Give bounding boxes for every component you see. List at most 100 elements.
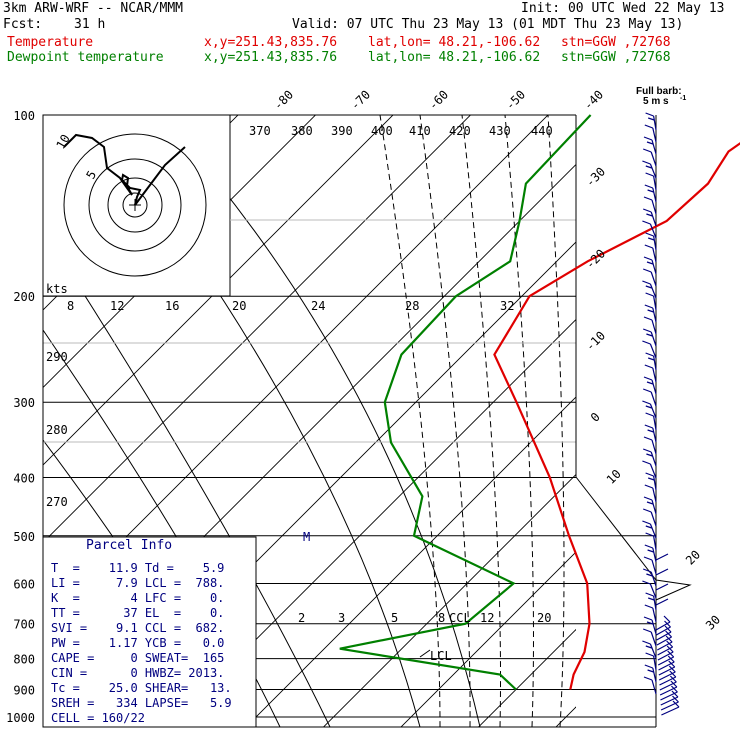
init-time: Init: 00 UTC Wed 22 May 13 — [521, 1, 725, 16]
m-marker: M — [303, 530, 310, 544]
wind-barb — [643, 316, 657, 335]
wind-barb — [642, 160, 657, 179]
wind-barb — [642, 328, 657, 347]
wind-barb — [644, 664, 657, 683]
parcel-info-row: TT = 37 EL = 0. — [51, 606, 225, 620]
wind-barb — [645, 352, 657, 371]
isotherm-line — [322, 473, 576, 727]
model-title: 3km ARW-WRF -- NCAR/MMM — [3, 1, 184, 16]
fcst-value: 31 h — [74, 17, 106, 32]
temperature-latlon: lat,lon= 48.21,-106.62 — [368, 35, 541, 50]
parcel-info-row: PW = 1.17 YCB = 0.0 — [51, 636, 225, 650]
parcel-info-row: K = 4 LFC = 0. — [51, 591, 225, 605]
pressure-label: 400 — [13, 471, 35, 485]
hodograph-ring — [63, 133, 207, 277]
wind-barb — [642, 340, 657, 359]
pressure-label: 600 — [13, 577, 35, 591]
isotherm-line — [43, 115, 472, 544]
wind-barb — [645, 172, 657, 191]
wind-barb — [644, 124, 657, 143]
wind-barb — [642, 460, 657, 479]
parcel-info-row: LI = 7.9 LCL = 788. — [51, 576, 225, 590]
wind-barb — [643, 136, 657, 155]
hodograph-ring-label: 10 — [53, 132, 72, 152]
hodograph: 5 10 kts — [42, 114, 231, 297]
isotherm-label: -40 — [581, 87, 606, 112]
wind-barb — [643, 556, 657, 575]
pressure-labels: 100 200 300 400 500 600 700 800 900 1000 — [6, 109, 35, 725]
wind-barb — [642, 568, 657, 587]
wind-barb — [655, 553, 669, 561]
theta-e-label: 390 — [331, 124, 353, 138]
isotherm-label: -70 — [348, 87, 373, 112]
mixing-ratio-label: 32 — [500, 299, 514, 313]
wind-barb — [655, 583, 669, 591]
wind-barb — [642, 268, 657, 287]
wind-barb — [645, 652, 657, 671]
parcel-info-title: Parcel Info — [86, 538, 173, 553]
mixing-ratio-label: 5 — [391, 611, 398, 625]
wind-barb — [642, 508, 657, 527]
wind-barb — [642, 208, 657, 227]
isotherm-label: -50 — [503, 87, 528, 112]
wind-barb — [642, 580, 657, 599]
wind-barb — [643, 676, 657, 695]
isotherm-label: -10 — [583, 328, 608, 353]
adiabat-labels: 290 280 270 — [46, 350, 68, 509]
wind-barb — [644, 184, 657, 203]
mixing-ratio-lines — [379, 115, 565, 727]
mixing-ratio-label: 12 — [110, 299, 124, 313]
pressure-label: 300 — [13, 396, 35, 410]
pressure-label: 1000 — [6, 711, 35, 725]
temperature-legend: Temperature — [7, 35, 94, 50]
parcel-info-row: CAPE = 0 SWEAT= 165 — [51, 651, 225, 665]
parcel-info: Parcel Info T = 11.9 Td = 5.9 LI = 7.9 L… — [43, 537, 256, 727]
isotherm-line — [43, 115, 317, 389]
theta-e-label: 410 — [409, 124, 431, 138]
hodograph-trace — [134, 146, 186, 206]
hodograph-ring — [88, 158, 182, 252]
theta-e-label: 440 — [531, 124, 553, 138]
ccl-marker: CCL — [449, 611, 471, 625]
wind-barb — [642, 220, 657, 239]
isotherm-line — [43, 115, 394, 466]
pressure-label: 800 — [13, 653, 35, 667]
fcst-label: Fcst: — [3, 17, 43, 32]
isotherm-label: 30 — [703, 612, 723, 632]
mixing-ratio-label: 3 — [338, 611, 345, 625]
pressure-label: 200 — [13, 290, 35, 304]
lcl-tick — [419, 649, 431, 658]
mixing-ratio-label: 2 — [298, 611, 305, 625]
temperature-trace — [493, 142, 740, 690]
parcel-info-row: CIN = 0 HWBZ= 2013. — [51, 666, 225, 680]
parcel-info-row: T = 11.9 Td = 5.9 — [51, 561, 225, 575]
isotherm-label: 10 — [604, 467, 624, 487]
wind-barb — [642, 148, 657, 167]
dewpoint-station: stn=GGW ,72768 — [561, 50, 671, 65]
wind-barb — [642, 628, 657, 647]
mixing-ratio-label: 24 — [311, 299, 325, 313]
temperature-station: stn=GGW ,72768 — [561, 35, 671, 50]
wind-barb — [645, 112, 657, 131]
minor-pressure-lines — [43, 219, 576, 443]
wind-barb — [655, 568, 669, 576]
pressure-label: 100 — [13, 109, 35, 123]
wind-legend: Full barb: 5 m s -1 — [636, 86, 686, 107]
theta-e-label: 380 — [291, 124, 313, 138]
hodograph-ring — [107, 177, 163, 233]
theta-e-label: 420 — [449, 124, 471, 138]
hodograph-ring — [122, 192, 148, 218]
sounding-annotations: CCL LCL M — [303, 530, 471, 663]
dewpoint-latlon: lat,lon= 48.21,-106.62 — [368, 50, 541, 65]
wind-barb — [642, 400, 657, 419]
pressure-label: 500 — [13, 530, 35, 544]
wind-barb — [643, 376, 657, 395]
theta-e-label: 370 — [249, 124, 271, 138]
wind-barb — [644, 604, 657, 623]
isotherm-line — [245, 396, 576, 727]
mixing-ratio-label: 28 — [405, 299, 419, 313]
parcel-info-row: Tc = 25.0 SHEAR= 13. — [51, 681, 232, 695]
wind-legend-title: Full barb: — [636, 86, 682, 97]
parcel-info-row: SVI = 9.1 CCL = 682. — [51, 621, 225, 635]
